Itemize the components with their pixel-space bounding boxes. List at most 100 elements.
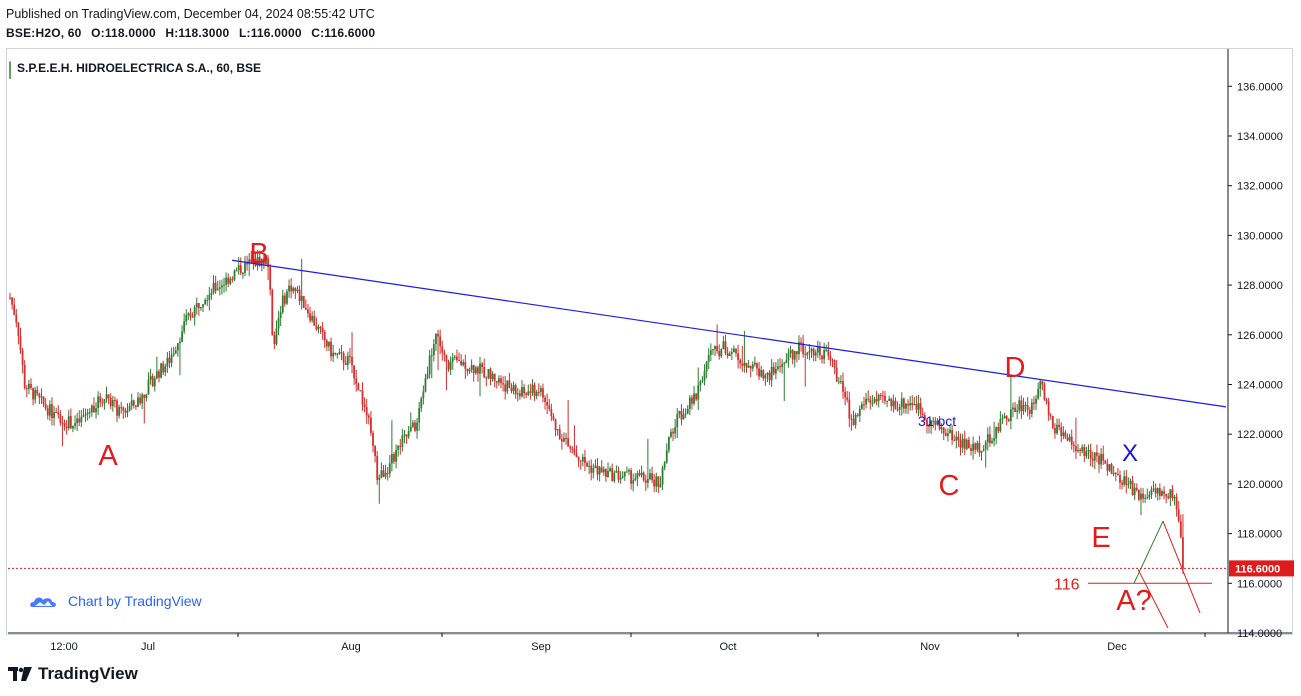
- candle-body: [642, 472, 645, 481]
- candle-body: [879, 394, 882, 396]
- candle-body: [636, 473, 639, 479]
- candle-body: [395, 449, 397, 462]
- candle-body: [502, 383, 504, 385]
- projection-up-line: [1133, 520, 1164, 584]
- candle-body: [155, 371, 158, 379]
- candle-body: [516, 393, 519, 395]
- candle-body: [598, 467, 601, 475]
- candle-body: [464, 362, 467, 369]
- candle-body: [691, 397, 693, 404]
- candle-body: [181, 331, 183, 342]
- candle-body: [877, 394, 880, 402]
- candle-body: [1165, 494, 1168, 497]
- candle-body: [187, 313, 190, 316]
- candle-body: [749, 365, 752, 369]
- candle-body: [466, 368, 469, 372]
- candle-body: [359, 390, 362, 392]
- candle-body: [890, 398, 893, 407]
- candle-body: [774, 368, 777, 374]
- candle-body: [197, 303, 200, 309]
- candle-body: [401, 435, 404, 447]
- y-tick-label: 132.0000: [1237, 181, 1283, 193]
- candle-body: [403, 434, 406, 436]
- candle-body: [414, 422, 416, 431]
- candle-body: [798, 342, 800, 355]
- candle-body: [384, 472, 387, 477]
- candle-body: [898, 407, 901, 410]
- tradingview-watermark[interactable]: Chart by TradingView: [22, 582, 250, 620]
- candle-body: [1125, 476, 1128, 485]
- candle-body: [867, 398, 870, 400]
- candle-body: [437, 333, 439, 337]
- candle-body: [118, 407, 121, 416]
- candle-body: [537, 391, 540, 393]
- candle-body: [1089, 450, 1092, 459]
- candle-body: [141, 394, 144, 404]
- candle-body: [913, 403, 916, 406]
- candle-body: [688, 397, 691, 409]
- candle-body: [204, 300, 207, 305]
- candle-body: [535, 391, 538, 396]
- candle-body: [1135, 487, 1138, 490]
- candle-body: [980, 450, 983, 453]
- candle-body: [617, 470, 620, 480]
- candle-body: [808, 351, 811, 353]
- candle-body: [1022, 404, 1025, 412]
- candle-body: [623, 471, 626, 477]
- candle-body: [772, 366, 775, 374]
- candle-body: [533, 384, 536, 396]
- candle-body: [703, 371, 706, 381]
- wave-label: X: [1122, 440, 1138, 467]
- candle-body: [842, 381, 844, 392]
- candle-body: [323, 331, 326, 341]
- candle-body: [1012, 407, 1014, 410]
- candle-body: [72, 425, 74, 429]
- candle-body: [697, 385, 700, 400]
- candle-body: [1163, 491, 1165, 495]
- candle-body: [474, 367, 477, 374]
- candle-body: [497, 378, 500, 383]
- candle-body: [210, 292, 213, 295]
- candle-body: [632, 480, 635, 484]
- candle-body: [745, 362, 748, 368]
- candle-body: [124, 410, 127, 413]
- x-tick-label: Sep: [531, 641, 551, 653]
- candle-body: [34, 389, 37, 400]
- y-tick-label: 126.0000: [1237, 330, 1283, 342]
- candle-body: [185, 315, 188, 322]
- candle-body: [1005, 415, 1008, 420]
- projection-down-line: [1162, 520, 1201, 614]
- candle-body: [53, 412, 55, 418]
- candle-body: [682, 414, 685, 420]
- wave-label: E: [1091, 522, 1110, 554]
- candle-body: [1028, 410, 1031, 414]
- candle-body: [162, 363, 165, 373]
- candle-body: [456, 356, 458, 361]
- candle-body: [569, 446, 572, 449]
- candle-body: [653, 480, 656, 487]
- candle-body: [678, 411, 681, 415]
- candle-body: [1018, 400, 1021, 411]
- candle-body: [277, 317, 280, 329]
- candle-body: [1026, 404, 1029, 411]
- candle-body: [361, 390, 364, 405]
- candle-body: [558, 429, 561, 440]
- candle-body: [915, 403, 918, 410]
- candle-body: [974, 443, 977, 450]
- candle-body: [894, 400, 897, 410]
- candle-body: [126, 410, 129, 413]
- candle-body: [409, 426, 412, 432]
- candle-body: [470, 365, 473, 370]
- candle-body: [151, 376, 154, 387]
- candle-body: [93, 405, 95, 413]
- candle-body: [95, 408, 97, 413]
- candle-body: [743, 362, 746, 366]
- candle-body: [760, 369, 763, 377]
- candle-body: [351, 356, 353, 366]
- candle-body: [51, 404, 53, 418]
- candle-body: [951, 429, 954, 441]
- candle-body: [764, 375, 767, 379]
- candle-body: [416, 422, 418, 431]
- candle-body: [158, 371, 160, 378]
